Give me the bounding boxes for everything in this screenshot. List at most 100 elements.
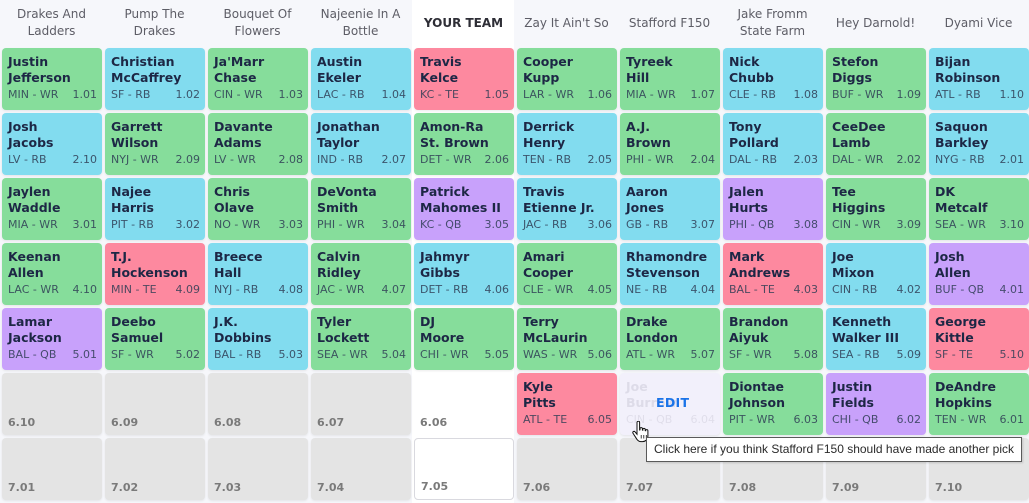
player-pick-card[interactable]: Justin Fields CHI - QB 6.02: [826, 373, 926, 435]
player-pick-card[interactable]: DK Metcalf SEA - WR 3.10: [929, 178, 1029, 240]
player-pick-card[interactable]: Christian McCaffrey SF - RB 1.02: [105, 48, 205, 110]
player-pick-card[interactable]: Kyle Pitts ATL - TE 6.05: [517, 373, 617, 435]
player-pick-card[interactable]: Tyreek Hill MIA - WR 1.07: [620, 48, 720, 110]
player-first-name: Ja'Marr: [214, 54, 265, 69]
pick-number: 1.06: [587, 88, 613, 101]
player-meta: KC - TE 1.05: [420, 88, 509, 101]
player-pick-card[interactable]: Drake London ATL - WR 5.07: [620, 308, 720, 370]
player-pick-card[interactable]: Garrett Wilson NYJ - WR 2.09: [105, 113, 205, 175]
player-pick-card[interactable]: Breece Hall NYJ - RB 4.08: [208, 243, 308, 305]
player-pick-card[interactable]: Kenneth Walker III SEA - RB 5.09: [826, 308, 926, 370]
player-pick-card[interactable]: Cooper Kupp LAR - WR 1.06: [517, 48, 617, 110]
player-pick-card[interactable]: Najee Harris PIT - RB 3.02: [105, 178, 205, 240]
pick-number: 7.04: [317, 481, 345, 494]
player-pick-card[interactable]: Diontae Johnson PIT - WR 6.03: [723, 373, 823, 435]
pick-number: 3.04: [381, 218, 407, 231]
pick-number: 1.05: [484, 88, 510, 101]
empty-pick-slot[interactable]: 7.06: [517, 438, 617, 500]
player-meta: LV - WR 2.08: [214, 153, 303, 166]
player-pick-card[interactable]: Chris Olave NO - WR 3.03: [208, 178, 308, 240]
empty-pick-slot[interactable]: 6.09: [105, 373, 205, 435]
player-pick-card[interactable]: Bijan Robinson ATL - RB 1.10: [929, 48, 1029, 110]
team-header-6: Stafford F150: [628, 15, 711, 30]
player-last-name: Ekeler: [317, 70, 361, 85]
player-pick-card[interactable]: George Kittle SF - TE 5.10: [929, 308, 1029, 370]
player-name: Mark Andrews: [729, 249, 818, 281]
empty-pick-slot[interactable]: 6.07: [311, 373, 411, 435]
player-meta: GB - RB 3.07: [626, 218, 715, 231]
team-position: BAL - RB: [214, 348, 262, 361]
empty-pick-slot[interactable]: 6.08: [208, 373, 308, 435]
player-pick-card[interactable]: Josh Jacobs LV - RB 2.10: [2, 113, 102, 175]
player-pick-card[interactable]: Aaron Jones GB - RB 3.07: [620, 178, 720, 240]
player-pick-card[interactable]: Terry McLaurin WAS - WR 5.06: [517, 308, 617, 370]
player-first-name: Aaron: [626, 184, 668, 199]
player-pick-card[interactable]: CeeDee Lamb DAL - WR 2.02: [826, 113, 926, 175]
player-last-name: Higgins: [832, 200, 886, 215]
empty-pick-slot[interactable]: 6.10: [2, 373, 102, 435]
player-pick-card[interactable]: Amon-Ra St. Brown DET - WR 2.06: [414, 113, 514, 175]
player-meta: SF - TE 5.10: [935, 348, 1024, 361]
player-pick-card[interactable]: Amari Cooper CLE - WR 4.05: [517, 243, 617, 305]
player-meta: TEN - WR 6.01: [935, 413, 1024, 426]
player-pick-card[interactable]: Mark Andrews BAL - TE 4.03: [723, 243, 823, 305]
player-pick-card[interactable]: Joe Mixon CIN - RB 4.02: [826, 243, 926, 305]
player-meta: NYJ - RB 4.08: [214, 283, 303, 296]
player-name: DJ Moore: [420, 314, 509, 346]
player-pick-card[interactable]: J.K. Dobbins BAL - RB 5.03: [208, 308, 308, 370]
your-empty-pick-slot[interactable]: 7.05: [414, 438, 514, 500]
player-pick-card[interactable]: Calvin Ridley JAC - WR 4.07: [311, 243, 411, 305]
empty-pick-slot[interactable]: 7.01: [2, 438, 102, 500]
player-pick-card[interactable]: Travis Etienne Jr. JAC - RB 3.06: [517, 178, 617, 240]
player-name: Jonathan Taylor: [317, 119, 406, 151]
player-pick-card[interactable]: Ja'Marr Chase CIN - WR 1.03: [208, 48, 308, 110]
player-pick-card[interactable]: Tee Higgins CIN - WR 3.09: [826, 178, 926, 240]
team-position: CIN - WR: [832, 218, 881, 231]
player-pick-card[interactable]: Derrick Henry TEN - RB 2.05: [517, 113, 617, 175]
pick-number: 3.10: [999, 218, 1025, 231]
player-pick-card[interactable]: Stefon Diggs BUF - WR 1.09: [826, 48, 926, 110]
player-name: Tee Higgins: [832, 184, 921, 216]
empty-pick-slot[interactable]: 7.02: [105, 438, 205, 500]
player-pick-card[interactable]: Lamar Jackson BAL - QB 5.01: [2, 308, 102, 370]
player-pick-card[interactable]: Travis Kelce KC - TE 1.05: [414, 48, 514, 110]
player-pick-card[interactable]: DeVonta Smith PHI - WR 3.04: [311, 178, 411, 240]
player-pick-card[interactable]: Brandon Aiyuk SF - WR 5.08: [723, 308, 823, 370]
player-last-name: Chase: [214, 70, 257, 85]
pick-grid: Justin Jefferson MIN - WR 1.01 Christian McCa…: [2, 48, 1029, 500]
player-pick-card[interactable]: Davante Adams LV - WR 2.08: [208, 113, 308, 175]
player-pick-card[interactable]: Josh Allen BUF - QB 4.01: [929, 243, 1029, 305]
player-name: Lamar Jackson: [8, 314, 97, 346]
player-pick-card[interactable]: Nick Chubb CLE - RB 1.08: [723, 48, 823, 110]
player-pick-card[interactable]: Tony Pollard DAL - RB 2.03: [723, 113, 823, 175]
player-name: Cooper Kupp: [523, 54, 612, 86]
player-pick-card[interactable]: A.J. Brown PHI - WR 2.04: [620, 113, 720, 175]
player-pick-card[interactable]: Rhamondre Stevenson NE - RB 4.04: [620, 243, 720, 305]
player-pick-card[interactable]: Tyler Lockett SEA - WR 5.04: [311, 308, 411, 370]
player-pick-card[interactable]: Austin Ekeler LAC - RB 1.04: [311, 48, 411, 110]
player-pick-card[interactable]: Saquon Barkley NYG - RB 2.01: [929, 113, 1029, 175]
player-pick-card[interactable]: T.J. Hockenson MIN - TE 4.09: [105, 243, 205, 305]
player-pick-card[interactable]: Jaylen Waddle MIA - WR 3.01: [2, 178, 102, 240]
pick-number: 2.05: [587, 153, 613, 166]
pick-number: 1.02: [175, 88, 201, 101]
player-pick-card[interactable]: Jahmyr Gibbs DET - RB 4.06: [414, 243, 514, 305]
your-empty-pick-slot[interactable]: 6.06: [414, 373, 514, 435]
empty-pick-slot[interactable]: 7.03: [208, 438, 308, 500]
empty-pick-slot[interactable]: 7.04: [311, 438, 411, 500]
player-pick-card[interactable]: DJ Moore CHI - WR 5.05: [414, 308, 514, 370]
player-pick-card[interactable]: Keenan Allen LAC - WR 4.10: [2, 243, 102, 305]
player-name: Keenan Allen: [8, 249, 97, 281]
player-pick-card[interactable]: Jonathan Taylor IND - RB 2.07: [311, 113, 411, 175]
player-name: Terry McLaurin: [523, 314, 612, 346]
player-pick-card-hovered[interactable]: Joe Burrow CIN - QB 6.04 EDIT: [620, 373, 720, 435]
edit-pick-button[interactable]: EDIT: [656, 395, 690, 410]
player-pick-card[interactable]: Patrick Mahomes II KC - QB 3.05: [414, 178, 514, 240]
player-pick-card[interactable]: Deebo Samuel SF - WR 5.02: [105, 308, 205, 370]
player-pick-card[interactable]: Justin Jefferson MIN - WR 1.01: [2, 48, 102, 110]
player-pick-card[interactable]: Jalen Hurts PHI - QB 3.08: [723, 178, 823, 240]
pick-number: 5.07: [690, 348, 716, 361]
player-pick-card[interactable]: DeAndre Hopkins TEN - WR 6.01: [929, 373, 1029, 435]
player-last-name: Jefferson: [8, 70, 71, 85]
player-last-name: Chubb: [729, 70, 774, 85]
